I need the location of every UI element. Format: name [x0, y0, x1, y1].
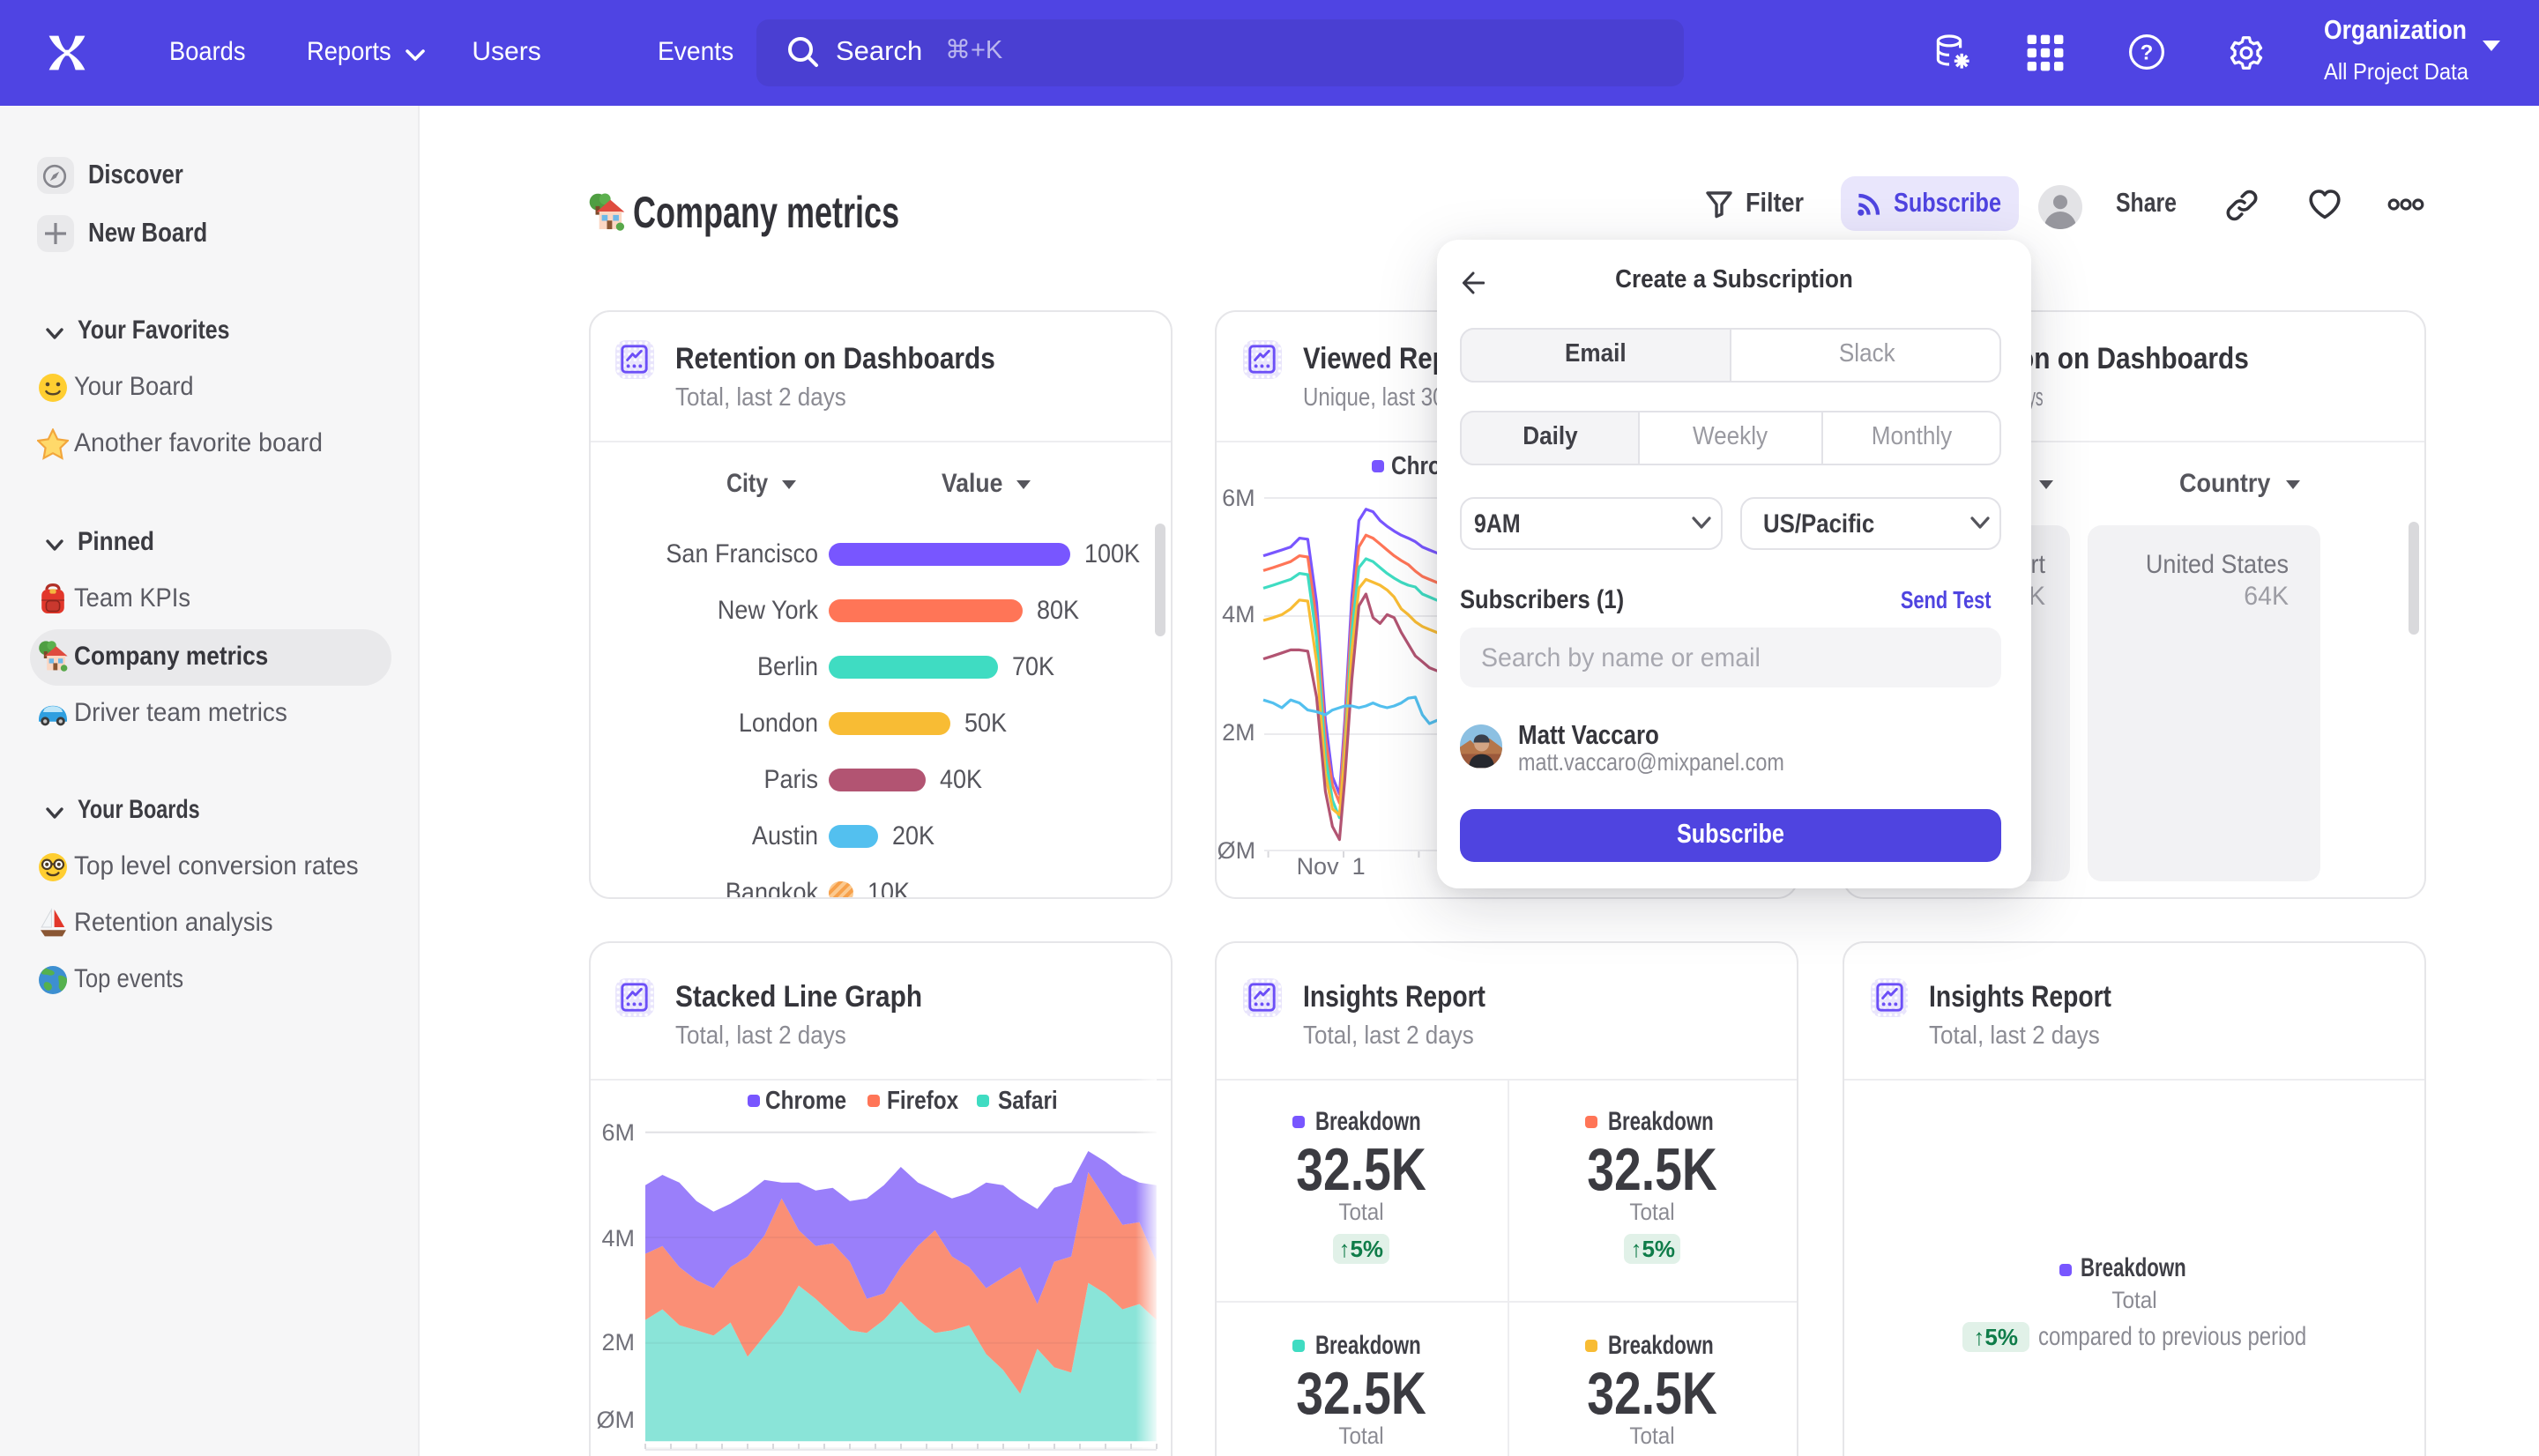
svg-text:?: ? [2141, 41, 2154, 65]
